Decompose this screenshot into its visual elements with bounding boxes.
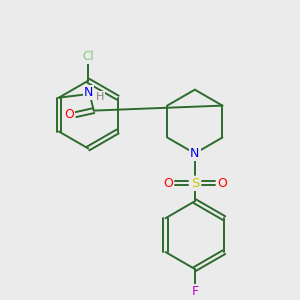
- Text: O: O: [163, 177, 173, 190]
- Text: S: S: [190, 177, 199, 190]
- Text: O: O: [64, 108, 74, 121]
- Text: Cl: Cl: [82, 50, 94, 63]
- Text: N: N: [84, 86, 94, 99]
- Text: F: F: [191, 285, 198, 298]
- Text: H: H: [96, 92, 104, 102]
- Text: N: N: [190, 147, 200, 160]
- Text: O: O: [217, 177, 227, 190]
